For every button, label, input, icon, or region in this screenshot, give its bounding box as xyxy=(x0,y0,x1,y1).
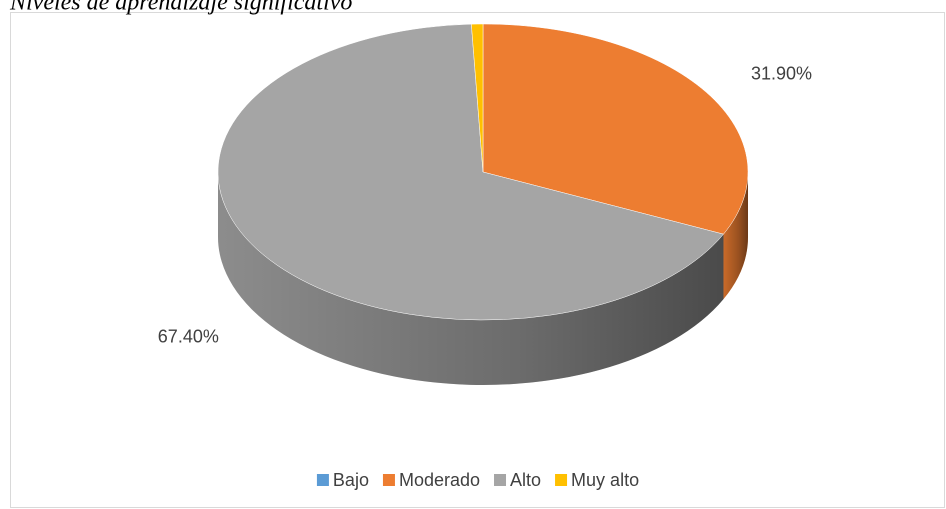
data-label: 31.90% xyxy=(751,64,812,84)
legend: Bajo Moderado Alto Muy alto xyxy=(316,470,639,490)
legend-swatch xyxy=(555,474,568,486)
legend-label: Moderado xyxy=(399,470,480,490)
legend-label: Muy alto xyxy=(571,470,639,490)
slice xyxy=(217,23,724,321)
data-label: 67.40% xyxy=(158,326,219,346)
chart-title: Niveles de aprendizaje significativo xyxy=(9,0,352,16)
legend-swatch xyxy=(494,474,507,486)
legend-label: Bajo xyxy=(333,470,369,490)
legend-label: Alto xyxy=(510,470,541,490)
slice-side-shade xyxy=(218,172,724,386)
slice xyxy=(471,23,484,173)
legend-swatch xyxy=(316,474,329,486)
legend-swatch xyxy=(382,474,395,486)
slice xyxy=(482,23,749,235)
